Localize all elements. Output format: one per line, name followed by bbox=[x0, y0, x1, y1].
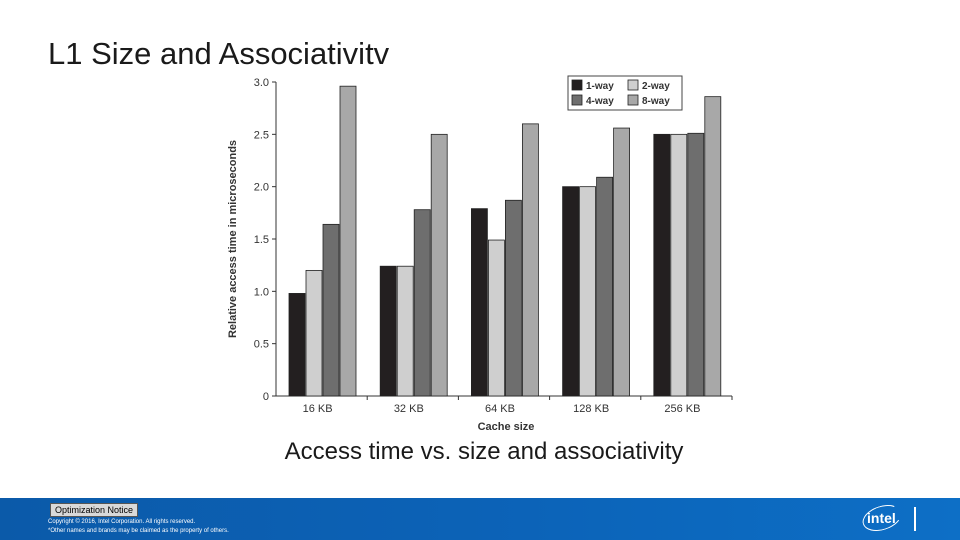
bar-8-way-256KB bbox=[704, 96, 722, 397]
bar-8-way-32KB bbox=[430, 133, 448, 397]
bar-4-way-16KB bbox=[322, 223, 340, 397]
legend: 1-way 2-way 4-way 8-way bbox=[567, 75, 683, 111]
bar-4-way-128KB bbox=[596, 176, 614, 397]
optimization-notice-link[interactable]: Optimization Notice bbox=[50, 503, 139, 517]
x-tick-label: 32 KB bbox=[394, 403, 424, 415]
bar-4-way-64KB bbox=[504, 199, 522, 397]
bar-2-way-32KB bbox=[396, 265, 414, 397]
copyright-line-2: *Other names and brands may be claimed a… bbox=[48, 528, 229, 534]
x-tick-label: 16 KB bbox=[303, 403, 333, 415]
y-tick-label: 0.5 bbox=[254, 339, 269, 351]
bar-1-way-64KB bbox=[470, 208, 488, 397]
footer-bar: Optimization Notice Copyright © 2016, In… bbox=[0, 498, 960, 540]
bar-chart: 0 0.5 1.0 1.5 2.0 2.5 3.0 Relative access time … bbox=[220, 70, 740, 440]
legend-swatch bbox=[571, 79, 583, 91]
copyright-line-1: Copyright © 2016, Intel Corporation. All… bbox=[48, 519, 196, 525]
bar-1-way-256KB bbox=[653, 133, 671, 397]
bar-1-way-128KB bbox=[562, 186, 580, 397]
logo-divider bbox=[914, 507, 916, 531]
y-tick-label: 1.0 bbox=[254, 286, 269, 298]
bar-4-way-32KB bbox=[413, 209, 431, 397]
y-tick-label: 3.0 bbox=[254, 77, 269, 89]
bar-8-way-16KB bbox=[339, 85, 357, 397]
intel-logo-icon: intel bbox=[859, 500, 905, 536]
y-tick-label: 2.5 bbox=[254, 129, 269, 141]
bar-2-way-128KB bbox=[579, 186, 597, 397]
y-tick-label: 1.5 bbox=[254, 234, 269, 246]
logo-text: intel bbox=[867, 510, 896, 526]
legend-label: 2-way bbox=[642, 81, 670, 92]
bar-2-way-16KB bbox=[305, 269, 323, 397]
y-tick-label: 2.0 bbox=[254, 182, 269, 194]
bar-8-way-64KB bbox=[521, 123, 539, 397]
bar-1-way-16KB bbox=[288, 293, 306, 397]
legend-box bbox=[567, 75, 683, 111]
legend-swatch bbox=[627, 94, 639, 106]
bar-1-way-32KB bbox=[379, 265, 397, 397]
bar-2-way-64KB bbox=[487, 239, 505, 397]
bars bbox=[288, 85, 722, 397]
bar-2-way-256KB bbox=[670, 133, 688, 397]
x-axis-label: Cache size bbox=[478, 421, 535, 433]
chart-caption: Access time vs. size and associativity bbox=[284, 438, 684, 465]
x-tick-label: 128 KB bbox=[573, 403, 609, 415]
bar-4-way-256KB bbox=[687, 132, 705, 397]
y-tick-label: 0 bbox=[263, 391, 269, 403]
x-tick-label: 64 KB bbox=[485, 403, 515, 415]
axes: 0 0.5 1.0 1.5 2.0 2.5 3.0 Relative access time … bbox=[227, 77, 733, 433]
legend-label: 4-way bbox=[586, 96, 614, 107]
legend-swatch bbox=[571, 94, 583, 106]
slide-title: L1 Size and Associativitv bbox=[48, 36, 390, 71]
chart-svg: 0 0.5 1.0 1.5 2.0 2.5 3.0 Relative access time … bbox=[227, 75, 733, 433]
x-tick-label: 256 KB bbox=[664, 403, 700, 415]
y-axis-label: Relative access time in microseconds bbox=[227, 140, 239, 338]
legend-label: 8-way bbox=[642, 96, 670, 107]
legend-label: 1-way bbox=[586, 81, 614, 92]
legend-swatch bbox=[627, 79, 639, 91]
copyright-text: Copyright © 2016, Intel Corporation. All… bbox=[48, 518, 229, 536]
bar-8-way-128KB bbox=[613, 127, 631, 397]
